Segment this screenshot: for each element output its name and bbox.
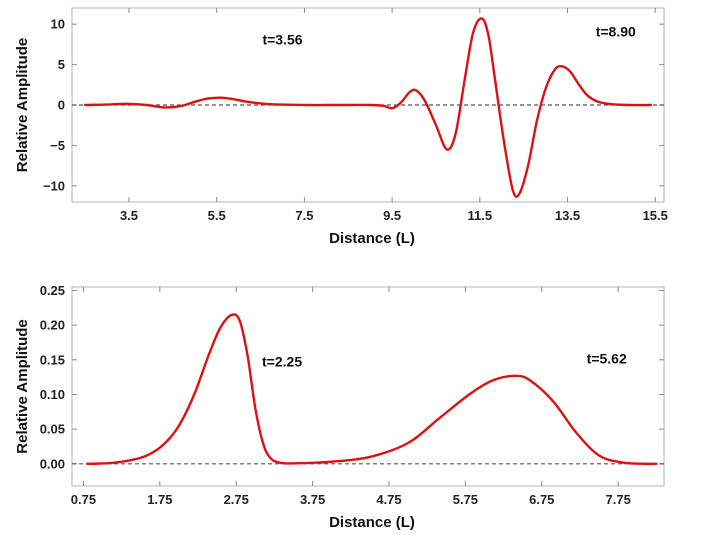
- x-tick-label: 2.75: [224, 492, 249, 507]
- y-tick-label: 0.10: [40, 387, 65, 402]
- x-tick-label: 9.5: [383, 208, 401, 223]
- plot-frame: [71, 286, 665, 487]
- y-tick-label: 10: [51, 17, 65, 32]
- x-tick-label: 6.75: [529, 492, 554, 507]
- y-axis-title: Relative Amplitude: [14, 319, 31, 453]
- bottom-panel: 0.75 1.75 2.75 3.75 4.75 5.75 6.75 7.75 0.00 0.05…: [14, 283, 665, 531]
- time-annotation: t=2.25: [262, 354, 302, 370]
- y-tick-label: 5: [58, 57, 65, 72]
- y-tick-label: 0.20: [40, 318, 65, 333]
- x-tick-label: 5.75: [453, 492, 478, 507]
- time-annotation: t=8.90: [596, 23, 636, 39]
- x-tick-label: 0.75: [71, 492, 96, 507]
- y-tick-label: 0.15: [40, 352, 65, 367]
- top-panel: 3.5 5.5 7.5 9.5 11.5 13.5 15.5 −10 −5 0 5 10 t=3.56 t…: [14, 7, 668, 247]
- x-tick-label: 7.5: [295, 208, 313, 223]
- x-tick-label: 1.75: [147, 492, 172, 507]
- x-axis-title: Distance (L): [329, 514, 415, 531]
- series-line: [86, 313, 658, 466]
- x-tick-label: 13.5: [555, 208, 580, 223]
- y-tick-label: −10: [43, 178, 65, 193]
- x-tick-label: 4.75: [376, 492, 401, 507]
- time-annotation: t=3.56: [262, 31, 302, 47]
- x-axis-title: Distance (L): [329, 230, 415, 247]
- y-tick-label: 0.25: [40, 283, 65, 298]
- x-tick-label: 11.5: [468, 208, 493, 223]
- x-tick-label: 3.5: [120, 208, 138, 223]
- time-annotation: t=5.62: [587, 350, 627, 366]
- y-tick-label: 0: [58, 98, 65, 113]
- series-line: [84, 17, 652, 198]
- y-tick-label: 0.00: [40, 456, 65, 471]
- x-tick-label: 3.75: [300, 492, 325, 507]
- x-tick-label: 5.5: [208, 208, 226, 223]
- x-tick-label: 7.75: [606, 492, 631, 507]
- x-tick-label: 15.5: [643, 208, 668, 223]
- y-axis-title: Relative Amplitude: [14, 38, 31, 172]
- y-tick-label: 0.05: [40, 422, 65, 437]
- y-tick-label: −5: [50, 138, 65, 153]
